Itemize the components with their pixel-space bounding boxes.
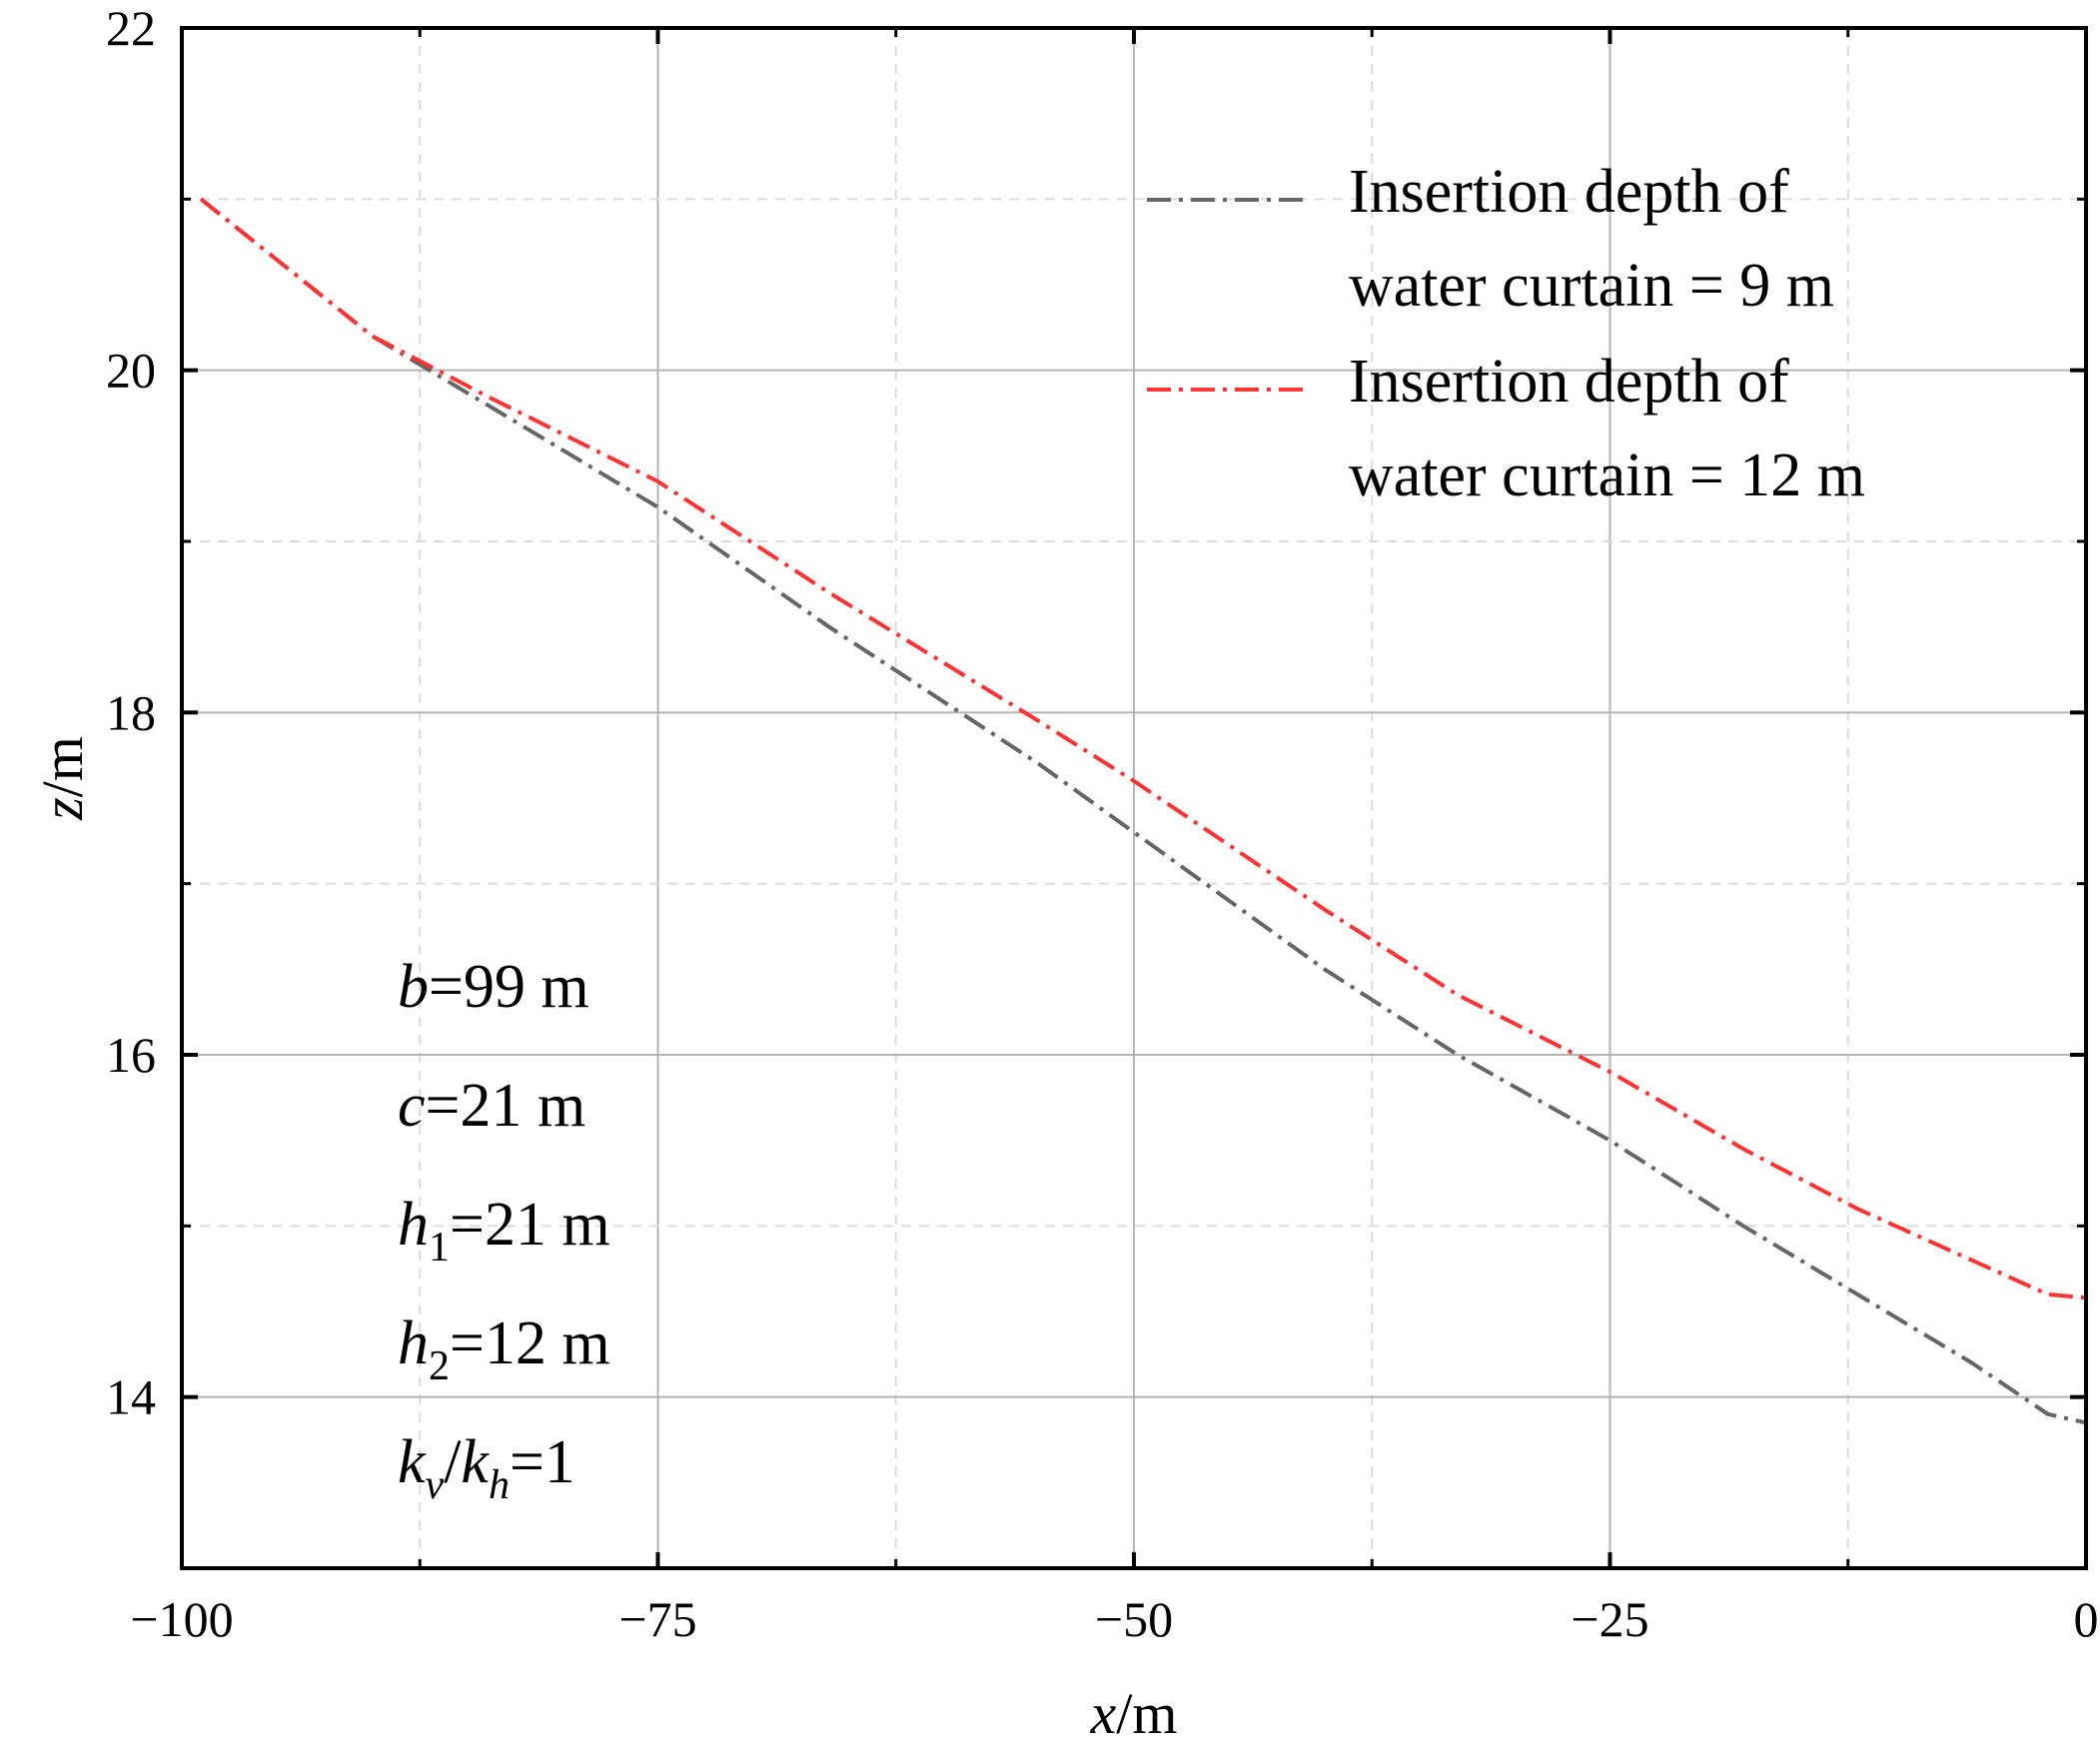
y-axis-title: z/m xyxy=(30,736,95,821)
x-axis-title: x/m xyxy=(1090,1681,1178,1742)
legend-label-1: Insertion depth of xyxy=(1349,158,1789,226)
series-line-2 xyxy=(199,197,2087,1301)
x-tick-label: −25 xyxy=(1571,1591,1648,1647)
x-tick-label: 0 xyxy=(2074,1591,2099,1647)
param-annotation: h1=21 m xyxy=(398,1191,610,1271)
param-annotation: b=99 m xyxy=(398,953,589,1021)
series-line-1 xyxy=(199,197,2087,1425)
y-tick-label: 22 xyxy=(106,0,156,56)
legend-label-2: Insertion depth of xyxy=(1349,348,1789,416)
y-tick-label: 18 xyxy=(106,684,156,740)
y-tick-label: 16 xyxy=(106,1027,156,1083)
x-tick-label: −50 xyxy=(1095,1591,1173,1647)
param-annotation: kv/kh=1 xyxy=(398,1428,575,1508)
y-tick-label: 14 xyxy=(106,1369,156,1425)
param-annotation: c=21 m xyxy=(398,1072,585,1140)
axis-ticks: −100 −75 −50 −25 0 14 16 18 20 22 xyxy=(106,0,2099,1647)
legend-label-1: water curtain = 9 m xyxy=(1349,252,1834,320)
data-series xyxy=(199,197,2087,1425)
x-tick-label: −75 xyxy=(618,1591,696,1647)
parameter-annotations: b=99 m c=21 m h1=21 m h2=12 m kv/kh=1 xyxy=(398,953,610,1508)
legend: Insertion depth of water curtain = 9 m Ins… xyxy=(1147,158,1865,509)
x-tick-label: −100 xyxy=(130,1591,233,1647)
y-tick-label: 20 xyxy=(106,343,156,399)
legend-label-2: water curtain = 12 m xyxy=(1349,441,1865,509)
param-annotation: h2=12 m xyxy=(398,1309,610,1389)
